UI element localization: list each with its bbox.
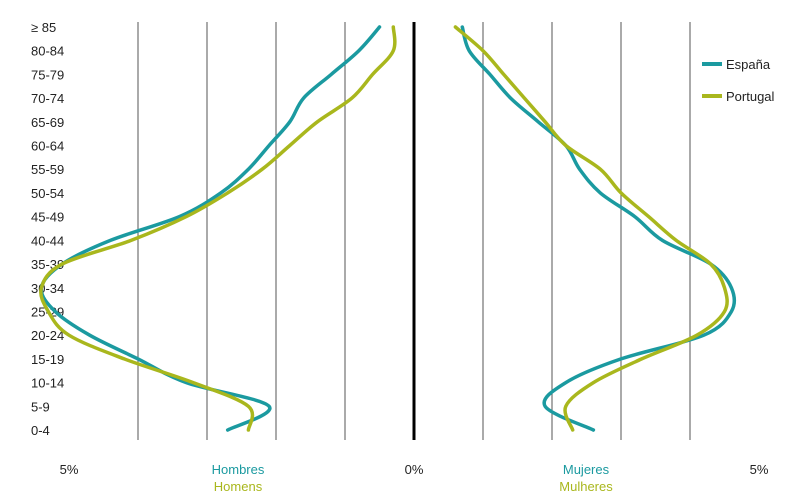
men-label-pt: Homens (214, 479, 263, 494)
age-group-label: 70-74 (31, 91, 64, 106)
x-tick-label: 5% (750, 462, 769, 477)
age-group-label: 5-9 (31, 399, 50, 414)
series-line-espana-men (39, 25, 382, 432)
age-group-label: 20-24 (31, 328, 64, 343)
age-group-label: 65-69 (31, 115, 64, 130)
series-lines (39, 25, 737, 432)
men-label-es: Hombres (212, 462, 265, 477)
age-group-label: 60-64 (31, 139, 64, 154)
age-axis: 0-45-910-1415-1920-2425-2930-3435-3940-4… (31, 20, 64, 438)
legend: España Portugal (702, 57, 775, 104)
age-group-label: 40-44 (31, 233, 64, 248)
age-group-label: 75-79 (31, 67, 64, 82)
women-label-pt: Mulheres (559, 479, 613, 494)
age-group-label: 80-84 (31, 44, 64, 59)
x-axis-ticks: 5% 0% 5% (60, 462, 769, 477)
legend-swatch-portugal (702, 94, 722, 98)
women-label-es: Mujeres (563, 462, 610, 477)
legend-swatch-espana (702, 62, 722, 66)
age-group-label: 0-4 (31, 423, 50, 438)
legend-label-portugal: Portugal (726, 89, 775, 104)
series-line-portugal-women (453, 25, 729, 432)
series-line-portugal-men (39, 25, 397, 432)
x-tick-label: 5% (60, 462, 79, 477)
age-group-label: 15-19 (31, 352, 64, 367)
age-group-label: 50-54 (31, 186, 64, 201)
x-tick-label: 0% (405, 462, 424, 477)
age-group-label: 55-59 (31, 162, 64, 177)
age-group-label: 30-34 (31, 281, 64, 296)
age-group-label: 10-14 (31, 376, 64, 391)
legend-label-espana: España (726, 57, 771, 72)
grid-lines (137, 22, 691, 440)
age-group-label: 45-49 (31, 210, 64, 225)
series-line-espana-women (460, 25, 737, 432)
age-group-label: ≥ 85 (31, 20, 56, 35)
